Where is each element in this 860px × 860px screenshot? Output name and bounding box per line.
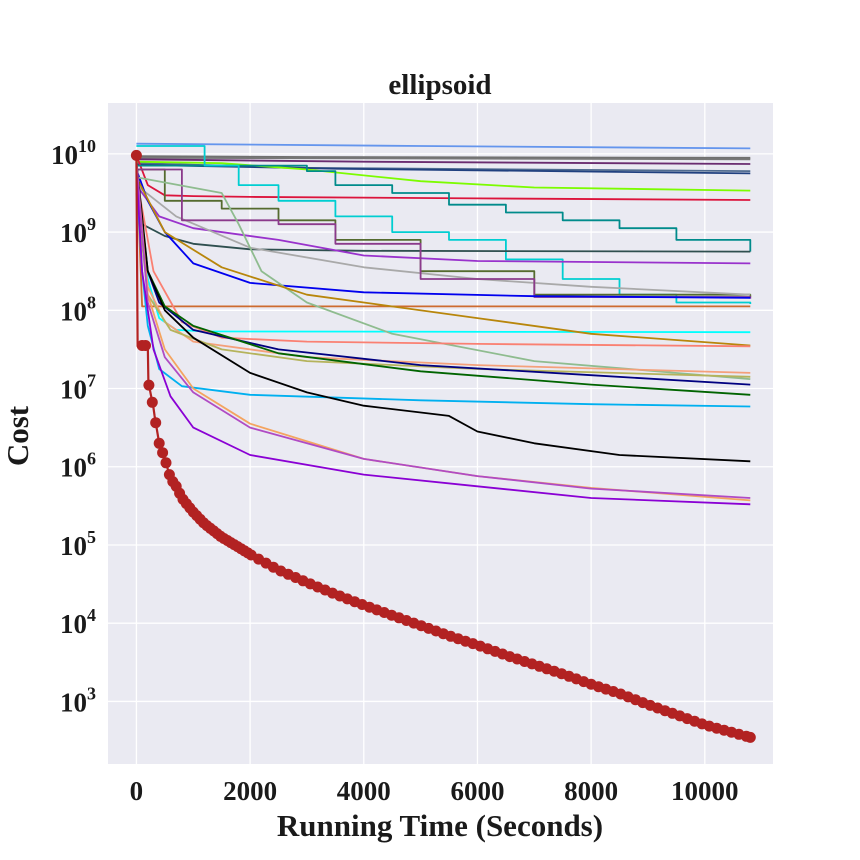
x-axis-label: Running Time (Seconds) (277, 808, 603, 843)
x-tick-label: 6000 (450, 776, 504, 806)
y-tick-label: 1010 (51, 136, 96, 170)
series-line-teal (136, 164, 752, 252)
proposed-marker (146, 396, 158, 408)
plot-background (108, 103, 773, 764)
y-axis-label: Cost (0, 405, 35, 466)
proposed-marker (744, 731, 756, 743)
series-line-darkgray3 (135, 184, 751, 296)
series-line-salmon (135, 177, 751, 348)
highlight-layer (130, 149, 756, 743)
y-tick-label: 105 (60, 527, 96, 561)
proposed-marker (160, 457, 172, 469)
proposed-marker (140, 340, 151, 351)
proposed-marker (153, 437, 165, 449)
y-tick-label: 104 (60, 605, 96, 639)
proposed-marker (150, 417, 162, 429)
y-tick-label: 106 (60, 449, 96, 483)
series-line-darkgray1 (136, 155, 751, 159)
y-tick-label: 109 (60, 214, 96, 248)
x-tick-label: 0 (130, 776, 144, 806)
series-line-mediumorchid (135, 161, 751, 499)
proposed-marker (143, 379, 155, 391)
chart-title: ellipsoid (388, 69, 491, 101)
x-tick-label: 10000 (671, 776, 739, 806)
series-line-darkviolet (135, 184, 751, 265)
y-tick-label: 108 (60, 292, 96, 326)
series-line-darkviolet2 (135, 169, 751, 506)
y-tick-label: 103 (60, 683, 96, 717)
y-tick-labels: 103 104 105 106 107 108 109 1010 (51, 136, 96, 718)
series-line-lawngreen (136, 160, 751, 192)
x-tick-label: 8000 (564, 776, 618, 806)
x-tick-label: 4000 (337, 776, 391, 806)
series-line-purpledark (136, 158, 751, 165)
y-tick-label: 107 (60, 371, 96, 405)
series-line-black (135, 161, 751, 463)
series-line-crimson (135, 155, 751, 201)
x-tick-label: 2000 (223, 776, 277, 806)
series-line-darkgoldenrod (135, 176, 751, 347)
proposed-marker (157, 447, 169, 459)
series-line-gray2 (136, 156, 751, 161)
series-layer (135, 142, 752, 506)
proposed-marker (130, 149, 142, 161)
x-tick-labels: 0 2000 4000 6000 8000 10000 (130, 776, 739, 806)
series-line-cornflowerblue (136, 142, 751, 150)
